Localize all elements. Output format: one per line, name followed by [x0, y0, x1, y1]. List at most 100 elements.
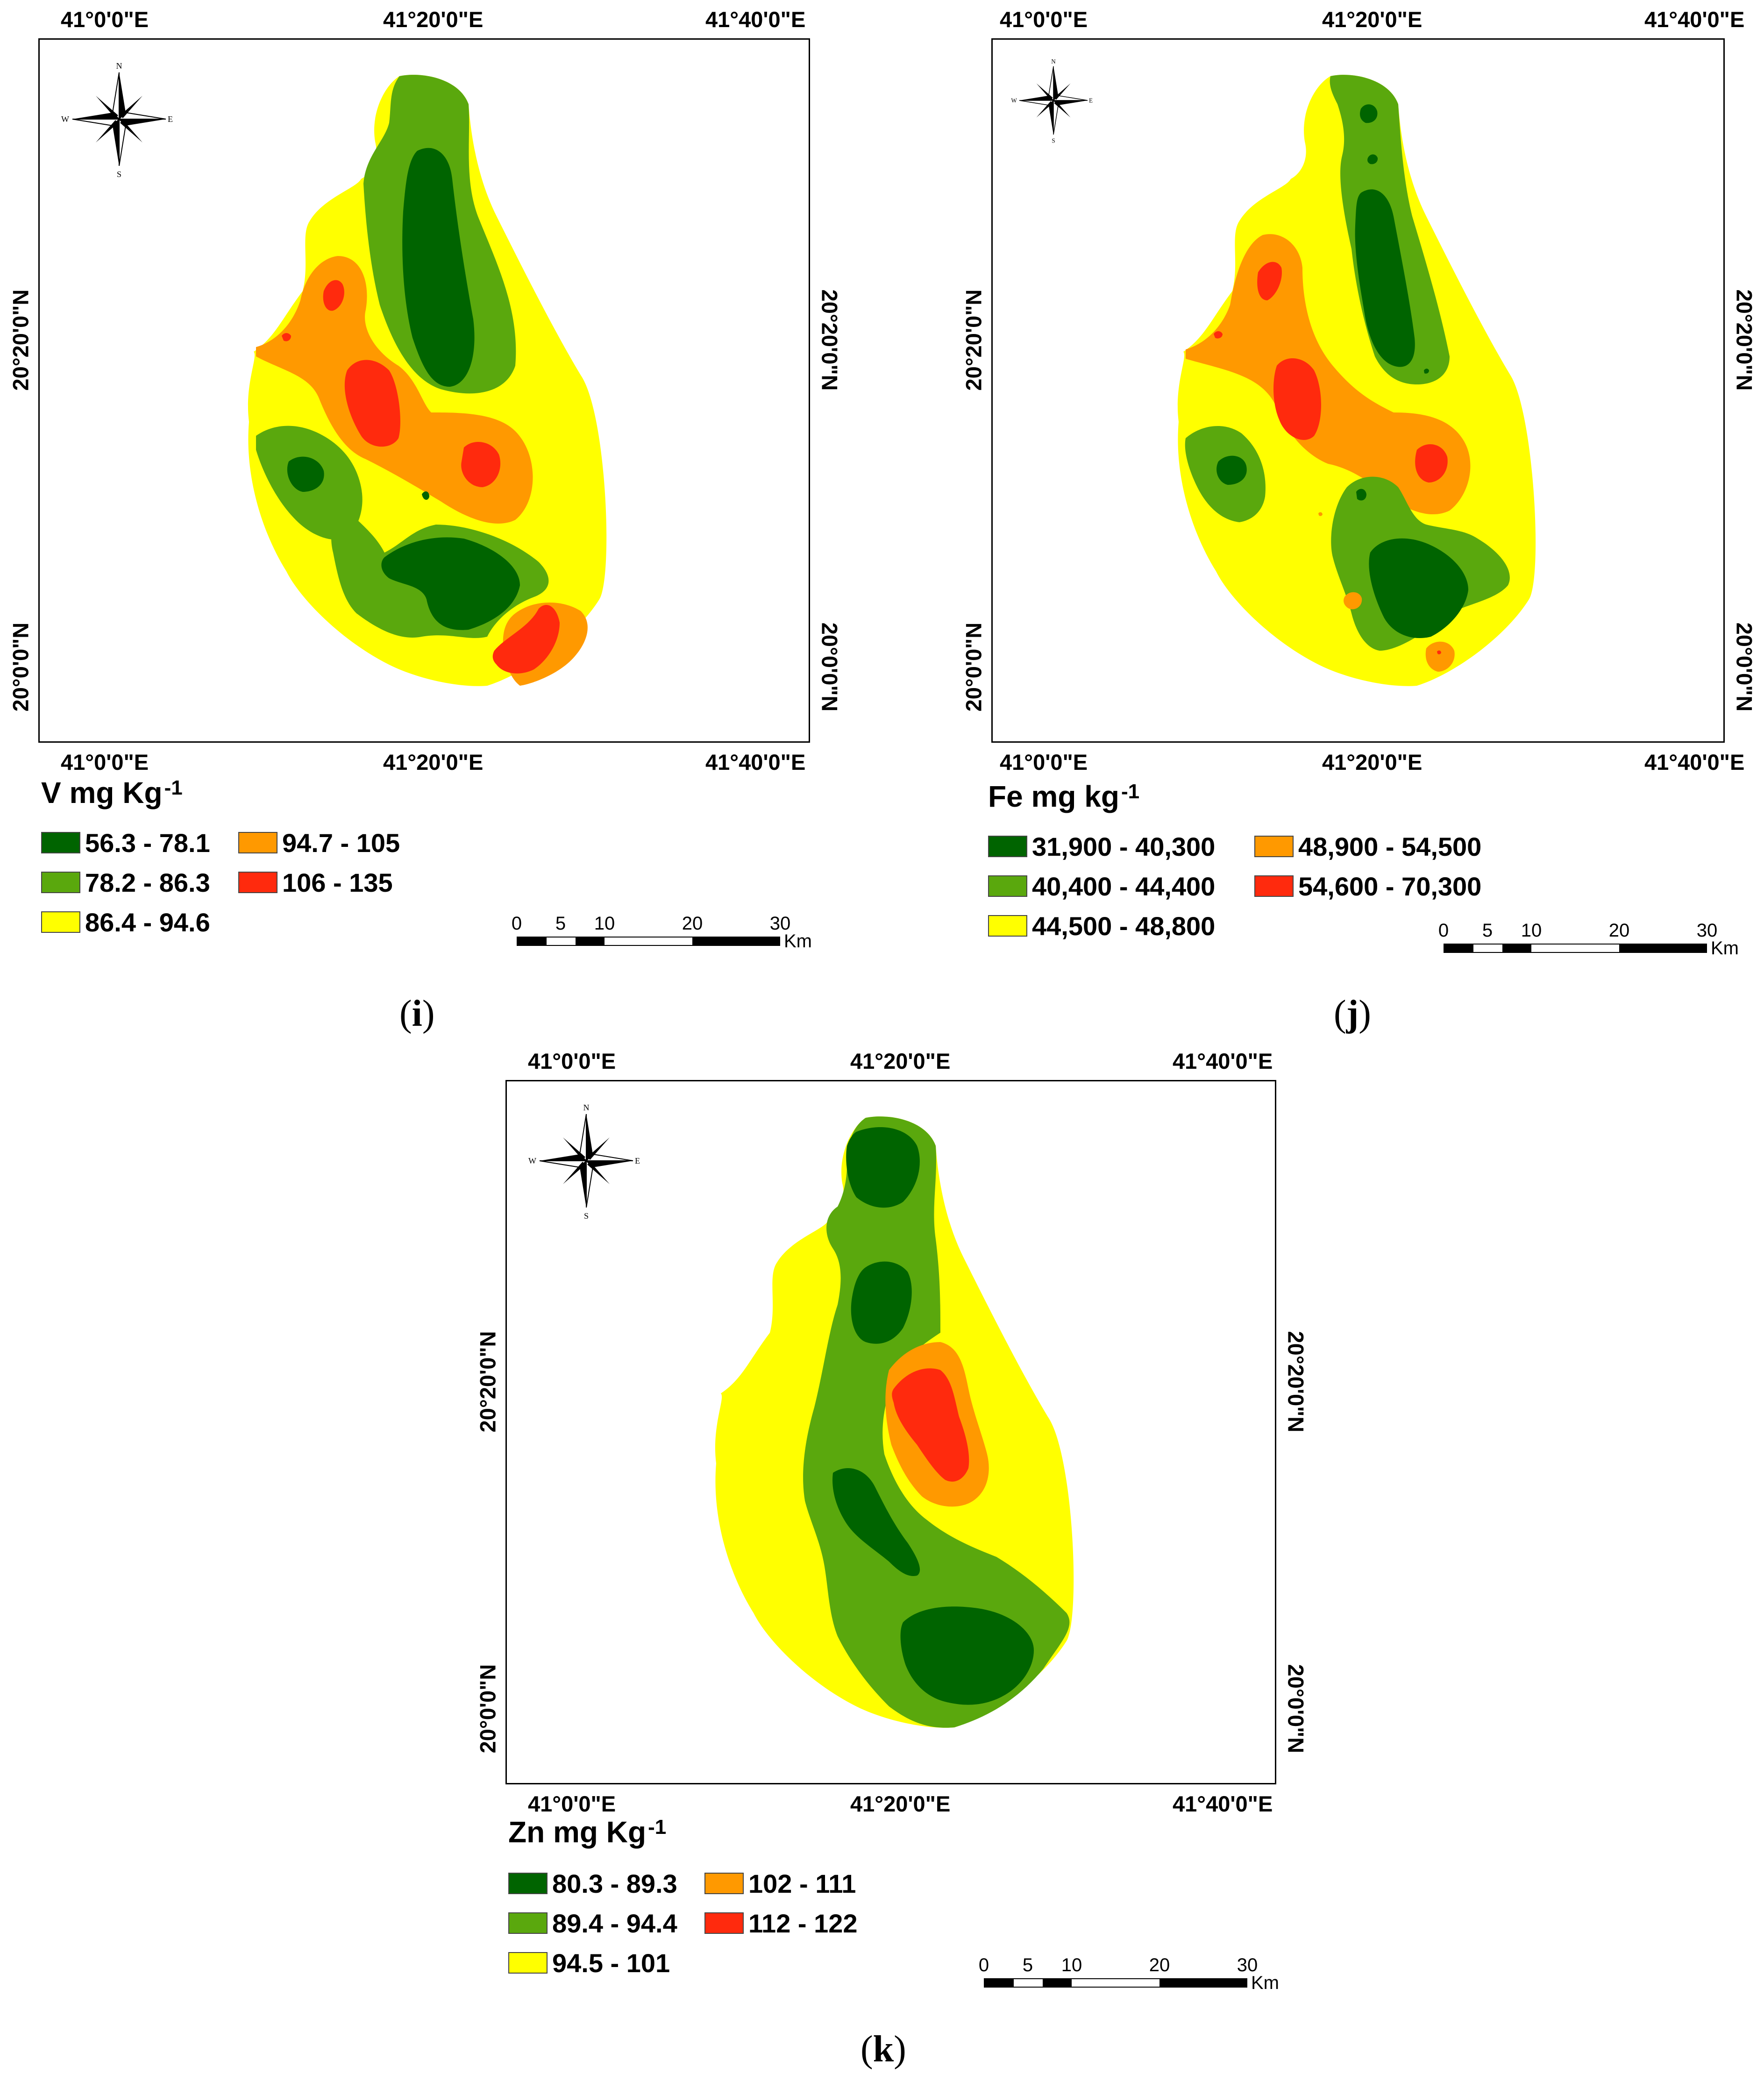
- legend-title: V mg Kg-1: [41, 776, 183, 810]
- left-lat-label-1: 20°20'0"N: [8, 289, 33, 391]
- legend-item: 48,900 - 54,500: [1254, 832, 1481, 861]
- compass-w: W: [61, 114, 69, 124]
- bottom-lon-label-2: 41°20'0"E: [1322, 750, 1423, 774]
- right-lat-label-2: 20°0'0"N: [1732, 622, 1757, 712]
- bottom-lon-label-1: 41°0'0"E: [1000, 750, 1088, 774]
- compass-e: E: [635, 1156, 640, 1165]
- map-panel-j: 41°0'0"E 41°20'0"E 41°40'0"E: [953, 0, 1764, 1046]
- map-frame: [991, 38, 1725, 743]
- interpolation-map: [1177, 75, 1536, 686]
- left-lat-label-2: 20°0'0"N: [8, 622, 33, 712]
- orange-small-2: [1425, 641, 1455, 672]
- scale-bar: 0 5 10 20 30 Km: [1438, 920, 1739, 959]
- map-panel-i: 41°0'0"E 41°20'0"E 41°40'0"E: [0, 0, 882, 1046]
- dark-west: [287, 456, 324, 492]
- top-lon-label-1: 41°0'0"E: [61, 7, 149, 32]
- panel-caption: (k): [861, 2029, 906, 2070]
- panel-caption: (i): [399, 993, 435, 1034]
- dark-west: [1216, 455, 1247, 485]
- bottom-lon-label-3: 41°40'0"E: [705, 750, 806, 774]
- interpolation-map: [715, 1116, 1074, 1728]
- top-lon-label-2: 41°20'0"E: [383, 7, 484, 32]
- red-patch-3: [1415, 444, 1448, 483]
- red-patch-4: [282, 333, 291, 341]
- compass-icon: [72, 72, 166, 166]
- compass-rose: N S E W: [528, 1103, 640, 1221]
- bottom-lon-label-3: 41°40'0"E: [1173, 1791, 1273, 1816]
- panel-caption: (j): [1334, 993, 1371, 1034]
- orange-speck: [1318, 512, 1323, 516]
- right-lat-label-2: 20°0'0"N: [817, 622, 842, 712]
- compass-s: S: [117, 170, 121, 179]
- red-south: [492, 604, 560, 674]
- map-frame: [38, 38, 810, 743]
- left-lat-label-2: 20°0'0"N: [961, 622, 986, 712]
- dark-north: [846, 1127, 920, 1208]
- legend-item: 89.4 - 94.4: [508, 1909, 677, 1938]
- compass-w: W: [528, 1156, 536, 1165]
- right-lat-label-1: 20°20'0"N: [1732, 289, 1757, 391]
- red-patch-4: [1214, 331, 1223, 339]
- top-lon-label-3: 41°40'0"E: [1173, 1049, 1273, 1073]
- top-lon-label-2: 41°20'0"E: [1322, 7, 1423, 32]
- top-lon-label-3: 41°40'0"E: [705, 7, 806, 32]
- dark-south: [1369, 538, 1468, 639]
- orange-small-1: [1344, 592, 1362, 610]
- legend-title: Fe mg kg-1: [988, 780, 1140, 813]
- legend-item: 106 - 135: [238, 868, 393, 897]
- top-lon-label-1: 41°0'0"E: [528, 1049, 616, 1073]
- legend-item: 86.4 - 94.6: [41, 908, 210, 937]
- interpolation-map: [248, 75, 607, 686]
- left-lat-label-1: 20°20'0"N: [475, 1331, 500, 1433]
- bottom-lon-label-2: 41°20'0"E: [850, 1791, 951, 1816]
- legend-item: 80.3 - 89.3: [508, 1869, 677, 1898]
- bottom-lon-label-1: 41°0'0"E: [528, 1791, 616, 1816]
- right-lat-label-2: 20°0'0"N: [1283, 1664, 1309, 1754]
- compass-e: E: [1089, 97, 1093, 104]
- red-patch-2: [1273, 358, 1321, 440]
- bottom-lon-label-3: 41°40'0"E: [1644, 750, 1745, 774]
- legend-item: 112 - 122: [704, 1909, 858, 1938]
- legend-item: 56.3 - 78.1: [41, 828, 210, 858]
- map-panel-k: 41°0'0"E 41°20'0"E 41°40'0"E N: [467, 1042, 1336, 2081]
- compass-rose: N S E W: [61, 61, 173, 179]
- compass-n: N: [583, 1103, 590, 1112]
- compass-s: S: [1052, 137, 1055, 144]
- right-lat-label-1: 20°20'0"N: [817, 289, 842, 391]
- dark-south: [381, 537, 520, 630]
- top-lon-label-1: 41°0'0"E: [1000, 7, 1088, 32]
- dark-hole-1: [1360, 104, 1378, 123]
- compass-icon: [539, 1114, 633, 1208]
- dark-north: [402, 148, 475, 387]
- compass-n: N: [116, 61, 122, 71]
- top-lon-label-2: 41°20'0"E: [850, 1049, 951, 1073]
- compass-e: E: [168, 114, 173, 124]
- red-patch-3: [461, 442, 501, 487]
- compass-rose: N S E W: [1011, 58, 1093, 144]
- legend-item: 44,500 - 48,800: [988, 911, 1215, 941]
- left-lat-label-1: 20°20'0"N: [961, 289, 986, 391]
- legend-item: 94.7 - 105: [238, 828, 400, 858]
- red-patch-1: [1257, 262, 1282, 300]
- red-speck: [1437, 650, 1441, 654]
- legend-item: 102 - 111: [704, 1869, 856, 1898]
- legend-item: 94.5 - 101: [508, 1948, 670, 1978]
- orange-zone-west: [1186, 234, 1471, 515]
- red-patch-2: [344, 360, 400, 447]
- red-patch-1: [323, 280, 344, 311]
- dark-hole-2: [1367, 154, 1378, 164]
- dark-west: [832, 1468, 920, 1576]
- top-lon-label-3: 41°40'0"E: [1644, 7, 1745, 32]
- right-lat-label-1: 20°20'0"N: [1283, 1331, 1309, 1433]
- legend-item: 31,900 - 40,300: [988, 832, 1215, 861]
- scale-bar: 0 5 10 20 30 Km: [978, 1955, 1279, 1993]
- scale-bar: 0 5 10 20 30 Km: [511, 913, 812, 952]
- legend-item: 78.2 - 86.3: [41, 868, 210, 897]
- bottom-lon-label-2: 41°20'0"E: [383, 750, 484, 774]
- bottom-lon-label-1: 41°0'0"E: [61, 750, 149, 774]
- red-zone: [892, 1368, 969, 1482]
- dark-mid: [851, 1261, 912, 1344]
- map-frame: [505, 1080, 1276, 1784]
- compass-icon: [1019, 66, 1088, 135]
- dark-speck: [422, 491, 429, 500]
